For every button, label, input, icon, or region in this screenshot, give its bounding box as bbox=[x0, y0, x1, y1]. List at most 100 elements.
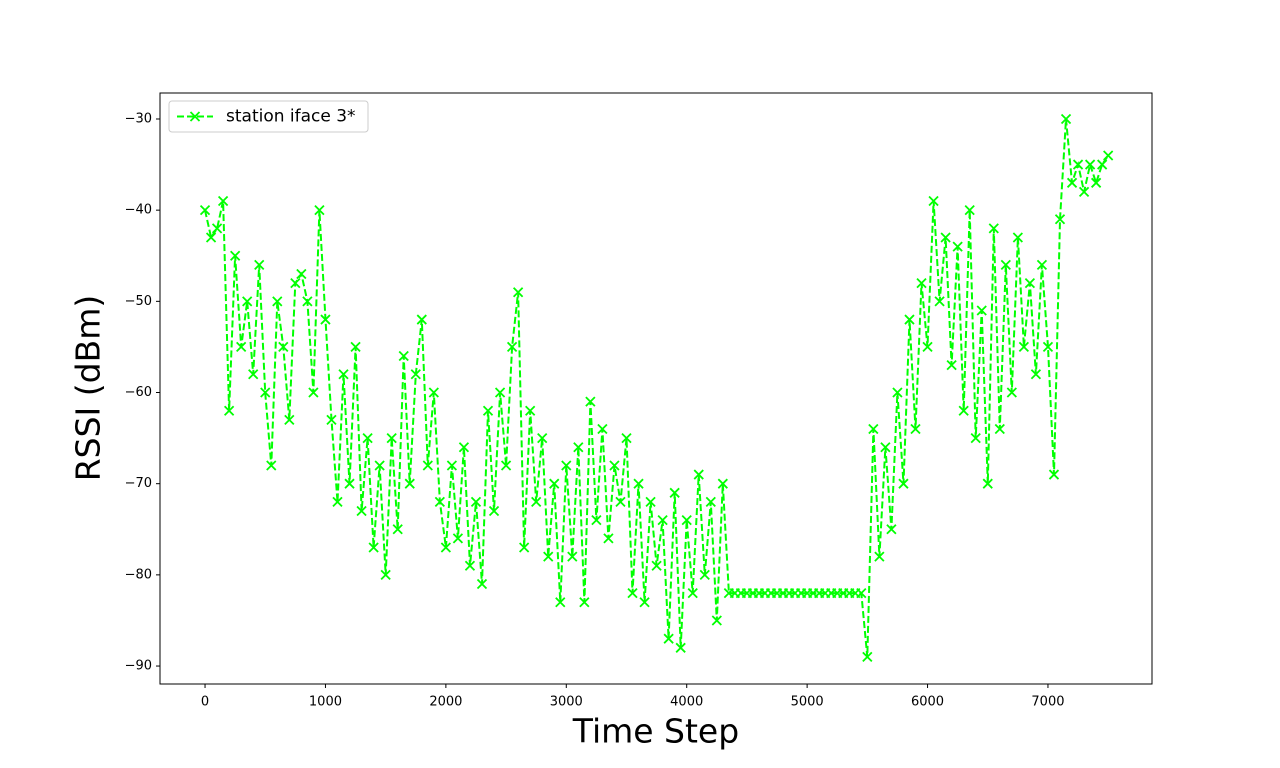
marker bbox=[1036, 259, 1048, 271]
marker bbox=[1048, 469, 1060, 480]
marker bbox=[470, 496, 482, 508]
marker bbox=[982, 478, 993, 489]
marker bbox=[205, 232, 217, 243]
marker bbox=[338, 369, 349, 380]
marker bbox=[488, 505, 500, 517]
marker bbox=[428, 387, 439, 398]
marker bbox=[537, 432, 548, 444]
marker bbox=[561, 460, 572, 471]
marker bbox=[651, 560, 662, 571]
marker bbox=[597, 423, 608, 435]
marker bbox=[519, 542, 530, 553]
marker bbox=[567, 551, 578, 562]
marker bbox=[994, 423, 1005, 435]
marker bbox=[494, 387, 506, 398]
marker bbox=[1006, 387, 1017, 398]
marker bbox=[952, 241, 963, 252]
marker bbox=[916, 277, 927, 289]
marker bbox=[440, 542, 452, 553]
marker bbox=[1000, 259, 1011, 271]
plot-frame bbox=[159, 92, 1153, 685]
marker bbox=[458, 442, 470, 453]
marker bbox=[320, 314, 331, 325]
marker bbox=[958, 405, 969, 416]
marker bbox=[217, 195, 229, 207]
y-tick-label: −40 bbox=[125, 203, 152, 218]
marker bbox=[230, 250, 241, 261]
marker bbox=[645, 496, 656, 508]
marker bbox=[290, 277, 301, 289]
marker bbox=[543, 551, 554, 562]
marker bbox=[1018, 341, 1030, 353]
marker bbox=[302, 296, 313, 307]
x-axis-label: Time Step bbox=[572, 712, 739, 751]
marker bbox=[223, 405, 235, 416]
marker bbox=[940, 232, 951, 243]
marker bbox=[904, 314, 915, 325]
marker bbox=[410, 369, 421, 380]
marker bbox=[272, 296, 283, 307]
marker bbox=[663, 633, 674, 644]
marker bbox=[416, 314, 427, 325]
marker bbox=[669, 487, 680, 498]
marker bbox=[242, 296, 253, 307]
marker bbox=[1090, 177, 1102, 188]
x-tick-label: 6000 bbox=[911, 695, 944, 710]
marker bbox=[266, 460, 277, 471]
marker bbox=[531, 496, 542, 508]
marker bbox=[422, 460, 433, 471]
marker bbox=[1054, 214, 1066, 225]
marker bbox=[476, 578, 488, 590]
marker bbox=[880, 442, 891, 453]
marker bbox=[392, 524, 403, 535]
marker bbox=[1066, 177, 1078, 188]
x-tick-label: 3000 bbox=[550, 695, 583, 710]
x-tick-label: 2000 bbox=[429, 695, 462, 710]
marker bbox=[675, 642, 686, 653]
marker bbox=[199, 205, 211, 216]
marker bbox=[603, 533, 614, 544]
marker bbox=[705, 496, 716, 508]
y-tick-label: −90 bbox=[125, 659, 152, 674]
marker bbox=[236, 341, 247, 353]
marker bbox=[615, 496, 626, 508]
marker bbox=[892, 387, 903, 398]
x-tick-label: 4000 bbox=[670, 695, 703, 710]
marker bbox=[404, 478, 415, 489]
x-tick-label: 7000 bbox=[1031, 695, 1064, 710]
marker bbox=[362, 432, 373, 444]
marker bbox=[988, 223, 999, 234]
marker bbox=[549, 478, 560, 489]
x-tick-label: 1000 bbox=[309, 695, 342, 710]
x-tick-label: 5000 bbox=[791, 695, 824, 710]
marker bbox=[699, 569, 710, 580]
marker bbox=[946, 360, 957, 371]
marker bbox=[374, 460, 385, 471]
marker bbox=[464, 560, 476, 571]
marker bbox=[452, 533, 464, 544]
marker bbox=[525, 405, 536, 416]
marker bbox=[898, 478, 909, 489]
marker bbox=[633, 478, 644, 489]
marker bbox=[591, 515, 602, 526]
marker bbox=[627, 587, 638, 599]
legend-box bbox=[168, 100, 369, 133]
marker bbox=[1078, 186, 1090, 198]
marker bbox=[350, 341, 361, 353]
marker bbox=[687, 587, 698, 599]
marker bbox=[284, 414, 295, 426]
marker bbox=[657, 515, 668, 526]
marker bbox=[254, 259, 265, 271]
marker bbox=[681, 515, 692, 526]
marker bbox=[555, 597, 566, 608]
marker bbox=[573, 442, 584, 453]
marker bbox=[332, 496, 343, 508]
marker bbox=[314, 205, 325, 216]
marker bbox=[711, 615, 722, 626]
marker bbox=[326, 414, 337, 426]
marker bbox=[380, 569, 391, 580]
marker bbox=[874, 551, 885, 562]
line bbox=[204, 118, 1110, 657]
marker bbox=[1072, 159, 1084, 170]
